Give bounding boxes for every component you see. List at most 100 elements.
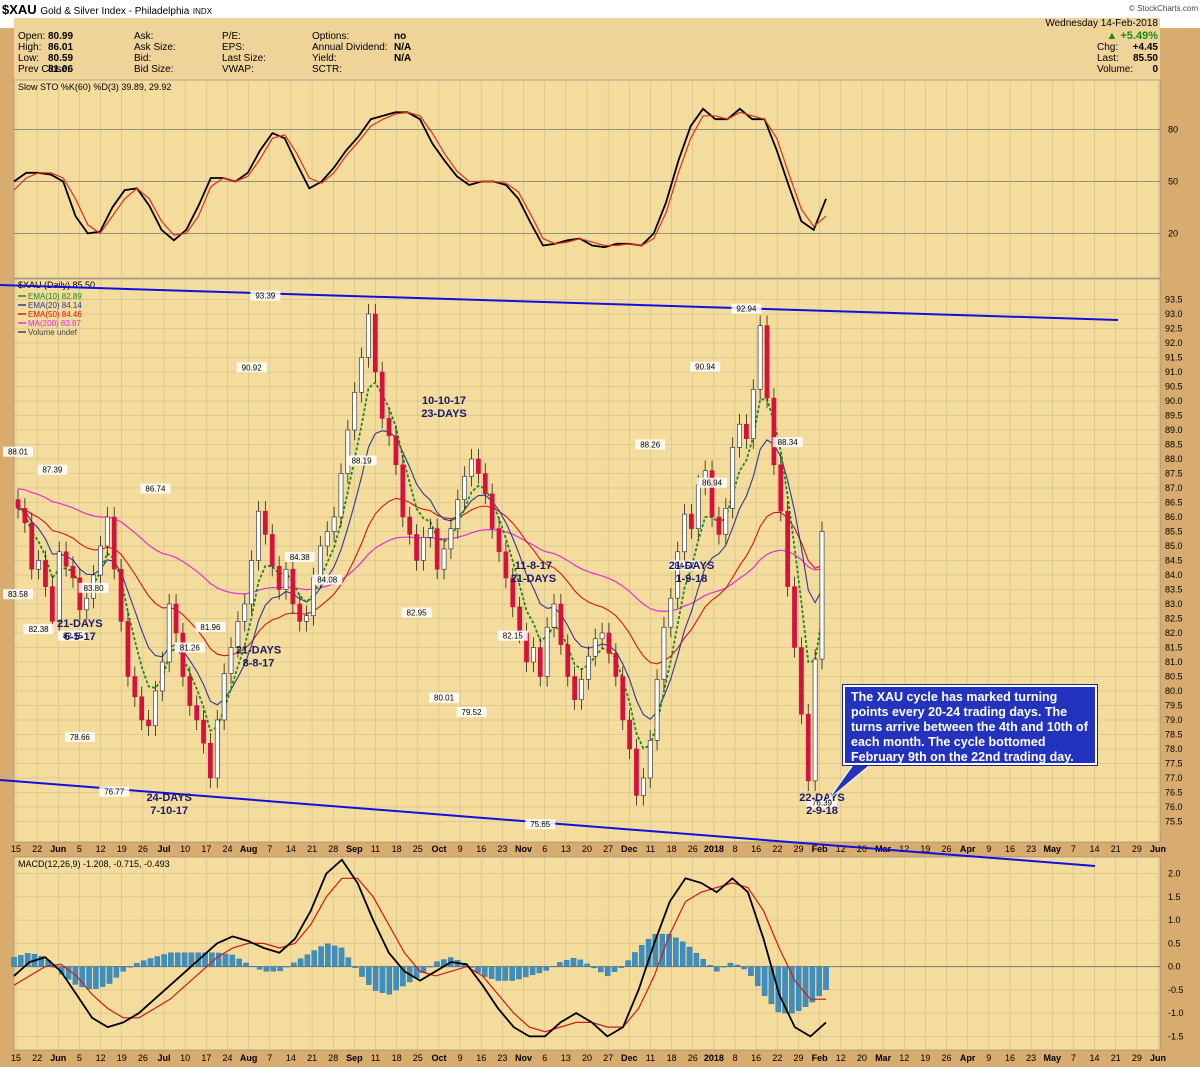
x-tick-label: 16: [751, 1053, 761, 1063]
x-tick-label: 16: [476, 844, 486, 854]
price-annotation-bg: [312, 574, 343, 585]
candle-body: [269, 534, 275, 567]
x-tick-label: 27: [603, 1053, 613, 1063]
candle-body: [812, 658, 818, 782]
macd-histogram-bar: [325, 943, 331, 967]
quote-label: High:: [18, 42, 42, 53]
price-annotation-bg: [284, 551, 315, 562]
candle-body: [476, 458, 481, 474]
price-tick-label: 87.5: [1165, 469, 1183, 479]
price-tick-label: 77.0: [1165, 773, 1183, 783]
candle-body: [214, 719, 220, 779]
candle-body: [22, 507, 28, 524]
candle-body: [84, 597, 90, 611]
quote-label: SCTR:: [312, 64, 342, 75]
x-tick-label: 26: [688, 844, 698, 854]
macd-histogram-bar: [748, 966, 754, 976]
price-annotation-bg: [635, 439, 666, 450]
x-tick-label: 26: [138, 844, 148, 854]
quote-label: Last:: [1097, 53, 1119, 64]
sto-tick-label: 20: [1168, 228, 1178, 238]
x-tick-label: Aug: [240, 1053, 258, 1063]
macd-histogram-bar: [93, 966, 99, 989]
macd-histogram-bar: [311, 950, 317, 967]
macd-histogram-bar: [400, 966, 406, 987]
x-tick-label: 7: [267, 1053, 272, 1063]
x-tick-label: May: [1044, 844, 1062, 854]
macd-tick-label: 1.5: [1168, 892, 1181, 902]
ema50-line: [17, 497, 823, 665]
candle-body: [771, 397, 777, 466]
macd-histogram-bar: [38, 956, 45, 967]
macd-histogram-bar: [99, 966, 106, 987]
x-tick-label: 11: [371, 1053, 380, 1063]
price-annotation-bg: [236, 362, 267, 373]
candle-body: [372, 313, 378, 373]
price-tick-label: 86.0: [1165, 512, 1183, 522]
sto-title: Slow STO %K(60) %D(3) 39.89, 29.92: [18, 82, 171, 92]
candle-body: [421, 536, 426, 561]
candle-body: [400, 464, 406, 518]
macd-histogram-bar: [584, 963, 590, 967]
exchange: INDX: [192, 7, 213, 16]
quote-label: Annual Dividend:: [312, 42, 388, 53]
candle-body: [730, 447, 736, 509]
x-tick-label: 14: [286, 1053, 296, 1063]
candle-body: [627, 719, 632, 750]
candle-body: [359, 357, 364, 393]
x-tick-label: 14: [286, 844, 296, 854]
candle-body: [585, 655, 591, 680]
macd-histogram-bar: [727, 962, 734, 967]
x-tick-label: Jul: [158, 844, 171, 854]
candle-body: [407, 516, 413, 535]
macd-histogram-bar: [263, 966, 270, 972]
x-tick-label: 23: [1026, 844, 1036, 854]
x-tick-label: 23: [497, 844, 507, 854]
candle-body: [489, 493, 495, 529]
candle-body: [448, 528, 454, 550]
macd-histogram-bar: [331, 945, 338, 967]
quote-value: +4.45: [1132, 42, 1158, 53]
price-tick-label: 91.5: [1165, 353, 1183, 363]
x-tick-label: 12: [96, 1053, 106, 1063]
quote-value: 80.59: [48, 53, 74, 64]
ma200-line: [17, 488, 823, 613]
candle-body: [304, 615, 309, 622]
quote-label: Open:: [18, 31, 46, 42]
macd-histogram-bar: [482, 966, 488, 977]
macd-histogram-bar: [134, 963, 140, 967]
price-annotation-bg: [346, 455, 377, 466]
x-tick-label: 15: [11, 844, 21, 854]
price-annotation: 79.52: [462, 708, 483, 717]
price-tick-label: 83.5: [1165, 585, 1183, 595]
candle-body: [757, 325, 763, 390]
macd-tick-label: -1.0: [1168, 1008, 1184, 1018]
candle-body: [537, 647, 543, 677]
x-tick-label: 26: [688, 1053, 698, 1063]
x-tick-label: Dec: [621, 844, 638, 854]
change-pct: ▲ +5.49%: [1106, 30, 1158, 42]
price-annotation: 88.01: [8, 448, 29, 457]
candle-body: [661, 626, 667, 680]
price-tick-label: 89.0: [1165, 425, 1183, 435]
macd-histogram-bar: [734, 964, 741, 967]
price-annotation: 88.26: [640, 440, 661, 449]
macd-histogram-bar: [256, 966, 263, 970]
price-annotation: 81.26: [180, 643, 201, 652]
price-annotation-bg: [497, 630, 528, 641]
candle-body: [63, 551, 69, 567]
candle-body: [29, 522, 35, 570]
legend-entry: EMA(20) 84.14: [28, 301, 82, 310]
x-tick-label: 19: [920, 844, 930, 854]
candle-body: [558, 603, 564, 645]
macd-histogram-bar: [604, 966, 611, 976]
symbol-title: $XAU Gold & Silver Index - Philadelphia …: [2, 2, 212, 17]
cycle-callout: The XAU cycle has marked turning points …: [843, 685, 1097, 765]
quote-label: P/E:: [222, 31, 241, 42]
quote-value: 0: [1152, 64, 1158, 75]
price-tick-label: 79.0: [1165, 715, 1183, 725]
x-tick-label: 23: [1026, 1053, 1036, 1063]
quote-label: Bid:: [134, 53, 152, 64]
cycle-label: 21-DAYS: [57, 618, 102, 630]
price-tick-label: 78.0: [1165, 744, 1183, 754]
